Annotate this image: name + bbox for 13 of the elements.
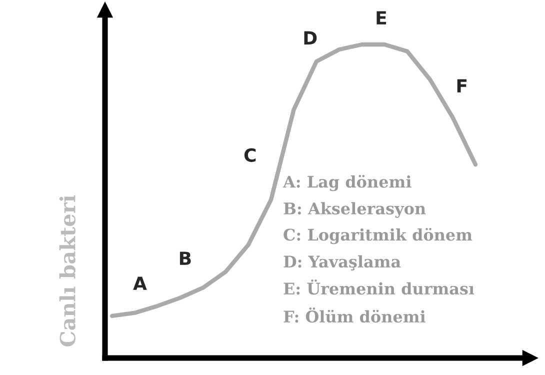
annotation: F: Ölüm dönemi xyxy=(284,307,426,323)
annotation: F xyxy=(457,79,467,92)
annotation: B: Akselerasyon xyxy=(284,202,426,218)
annotation: B xyxy=(180,252,191,265)
annotation: E: Üremenin durması xyxy=(284,279,474,295)
annotation: A xyxy=(133,276,147,290)
annotation: D: Yavaşlama xyxy=(284,255,401,271)
text: D xyxy=(304,31,317,44)
annotation: C: Logaritmik dönem xyxy=(284,228,472,244)
y-axis-title: Canlı bakteri xyxy=(59,195,76,346)
annotation: C xyxy=(244,148,256,162)
annotation: A: Lag dönemi xyxy=(282,174,412,192)
text: E xyxy=(376,11,386,24)
